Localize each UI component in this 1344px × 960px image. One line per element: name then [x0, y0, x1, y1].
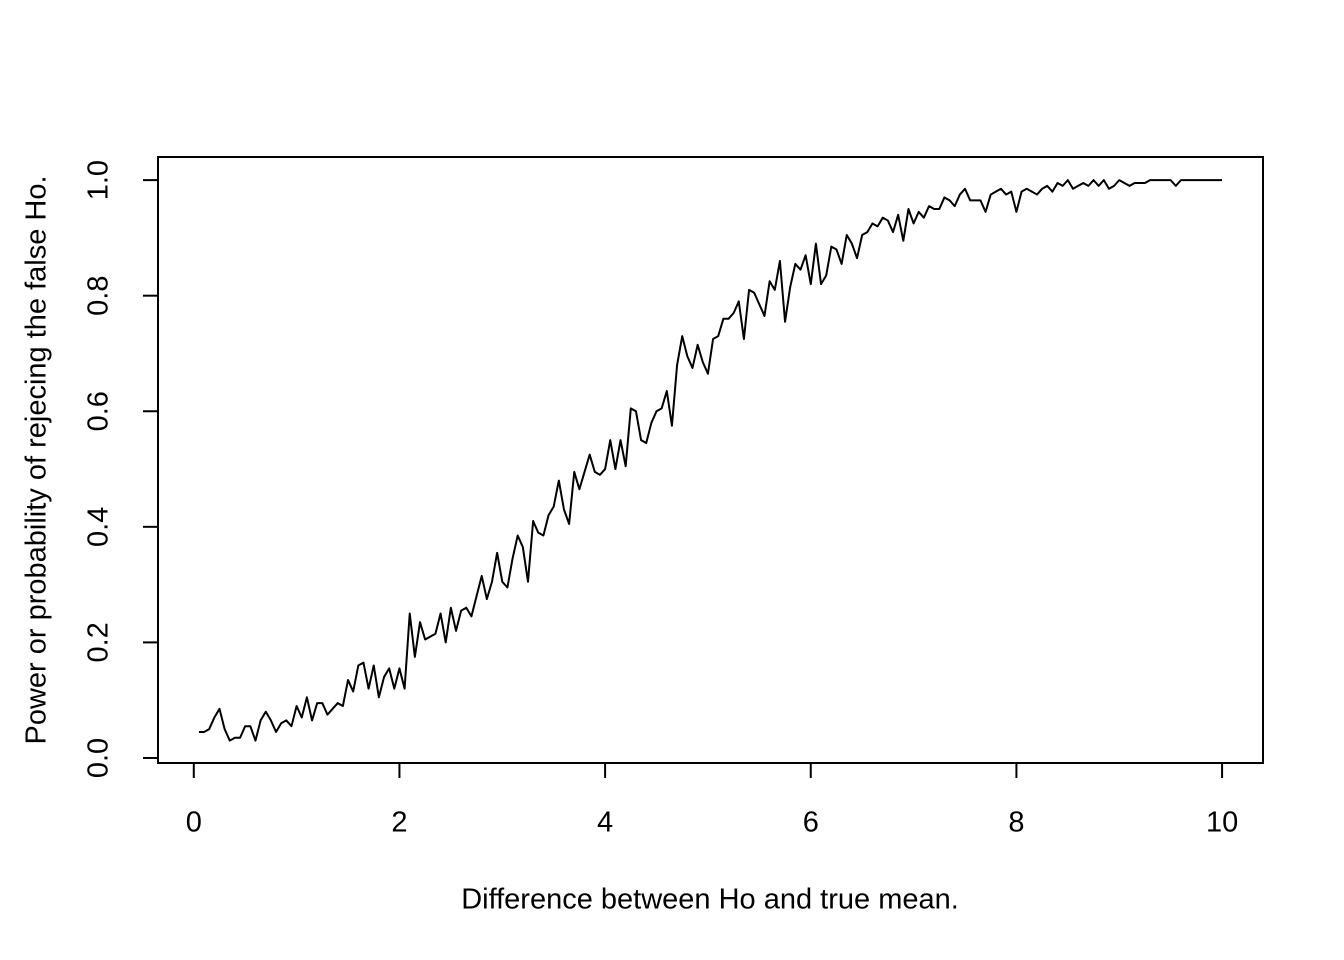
y-tick-label: 0.4	[83, 507, 115, 547]
x-axis-label: Difference between Ho and true mean.	[461, 884, 959, 916]
x-tick-label: 8	[1008, 807, 1024, 839]
plot-box	[157, 156, 1264, 764]
y-tick-label: 1.0	[83, 160, 115, 200]
x-tick-label: 2	[391, 807, 407, 839]
x-tick-label: 4	[597, 807, 613, 839]
data-line	[198, 179, 1223, 742]
y-tick-label: 0.8	[83, 276, 115, 316]
y-tick-label: 0.6	[83, 391, 115, 431]
y-axis-label: Power or probability of rejecing the fal…	[21, 175, 53, 744]
y-tick-label: 0.0	[83, 738, 115, 778]
x-tick-label: 6	[803, 807, 819, 839]
x-tick-label: 0	[186, 807, 202, 839]
y-tick-label: 0.2	[83, 622, 115, 662]
x-tick-label: 10	[1206, 807, 1238, 839]
